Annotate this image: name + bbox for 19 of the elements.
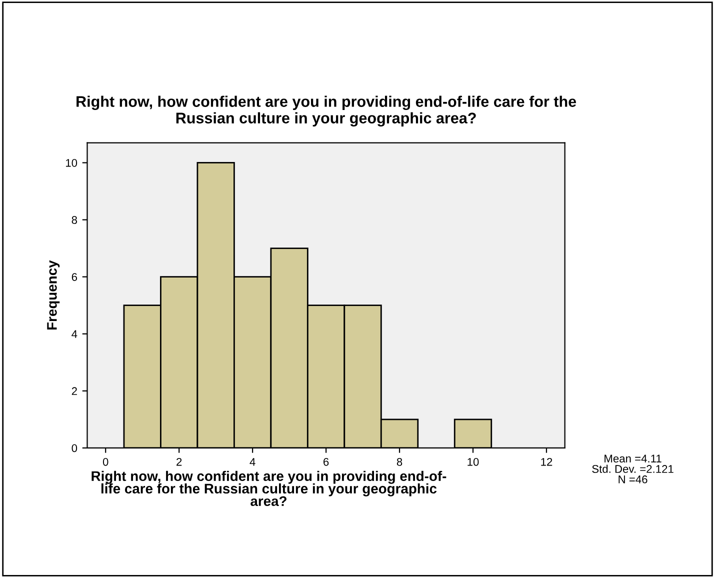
text: N =46: [618, 475, 648, 484]
x-tick-label: 6: [324, 458, 329, 466]
y-tick-label: 2: [72, 387, 77, 395]
y-tick-label: 6: [72, 273, 78, 281]
y-tick-label: 10: [66, 159, 78, 167]
chart-title: Right now, how confident are you in providing end-of-life care for the Russian culture in your geographic area?: [76, 96, 576, 127]
text: Std. Dev. =2.121: [592, 464, 674, 473]
y-axis-title: Frequency: [47, 260, 60, 330]
x-tick-label: 8: [396, 458, 402, 466]
x-tick-label: 4: [250, 458, 256, 466]
y-tick-label: 4: [72, 330, 78, 338]
x-axis-title: Right now, how confident are you in providing end-of- life care for the Russian culture in your geographic area?: [92, 470, 446, 506]
y-tick-label: 8: [72, 216, 78, 224]
y-tick-label: 0: [72, 444, 78, 452]
text: Mean =4.11: [604, 454, 662, 462]
x-tick-label: 0: [102, 458, 108, 466]
x-tick-label: 10: [468, 458, 479, 466]
x-tick-label: 2: [176, 458, 182, 466]
x-tick-label: 12: [541, 458, 552, 466]
